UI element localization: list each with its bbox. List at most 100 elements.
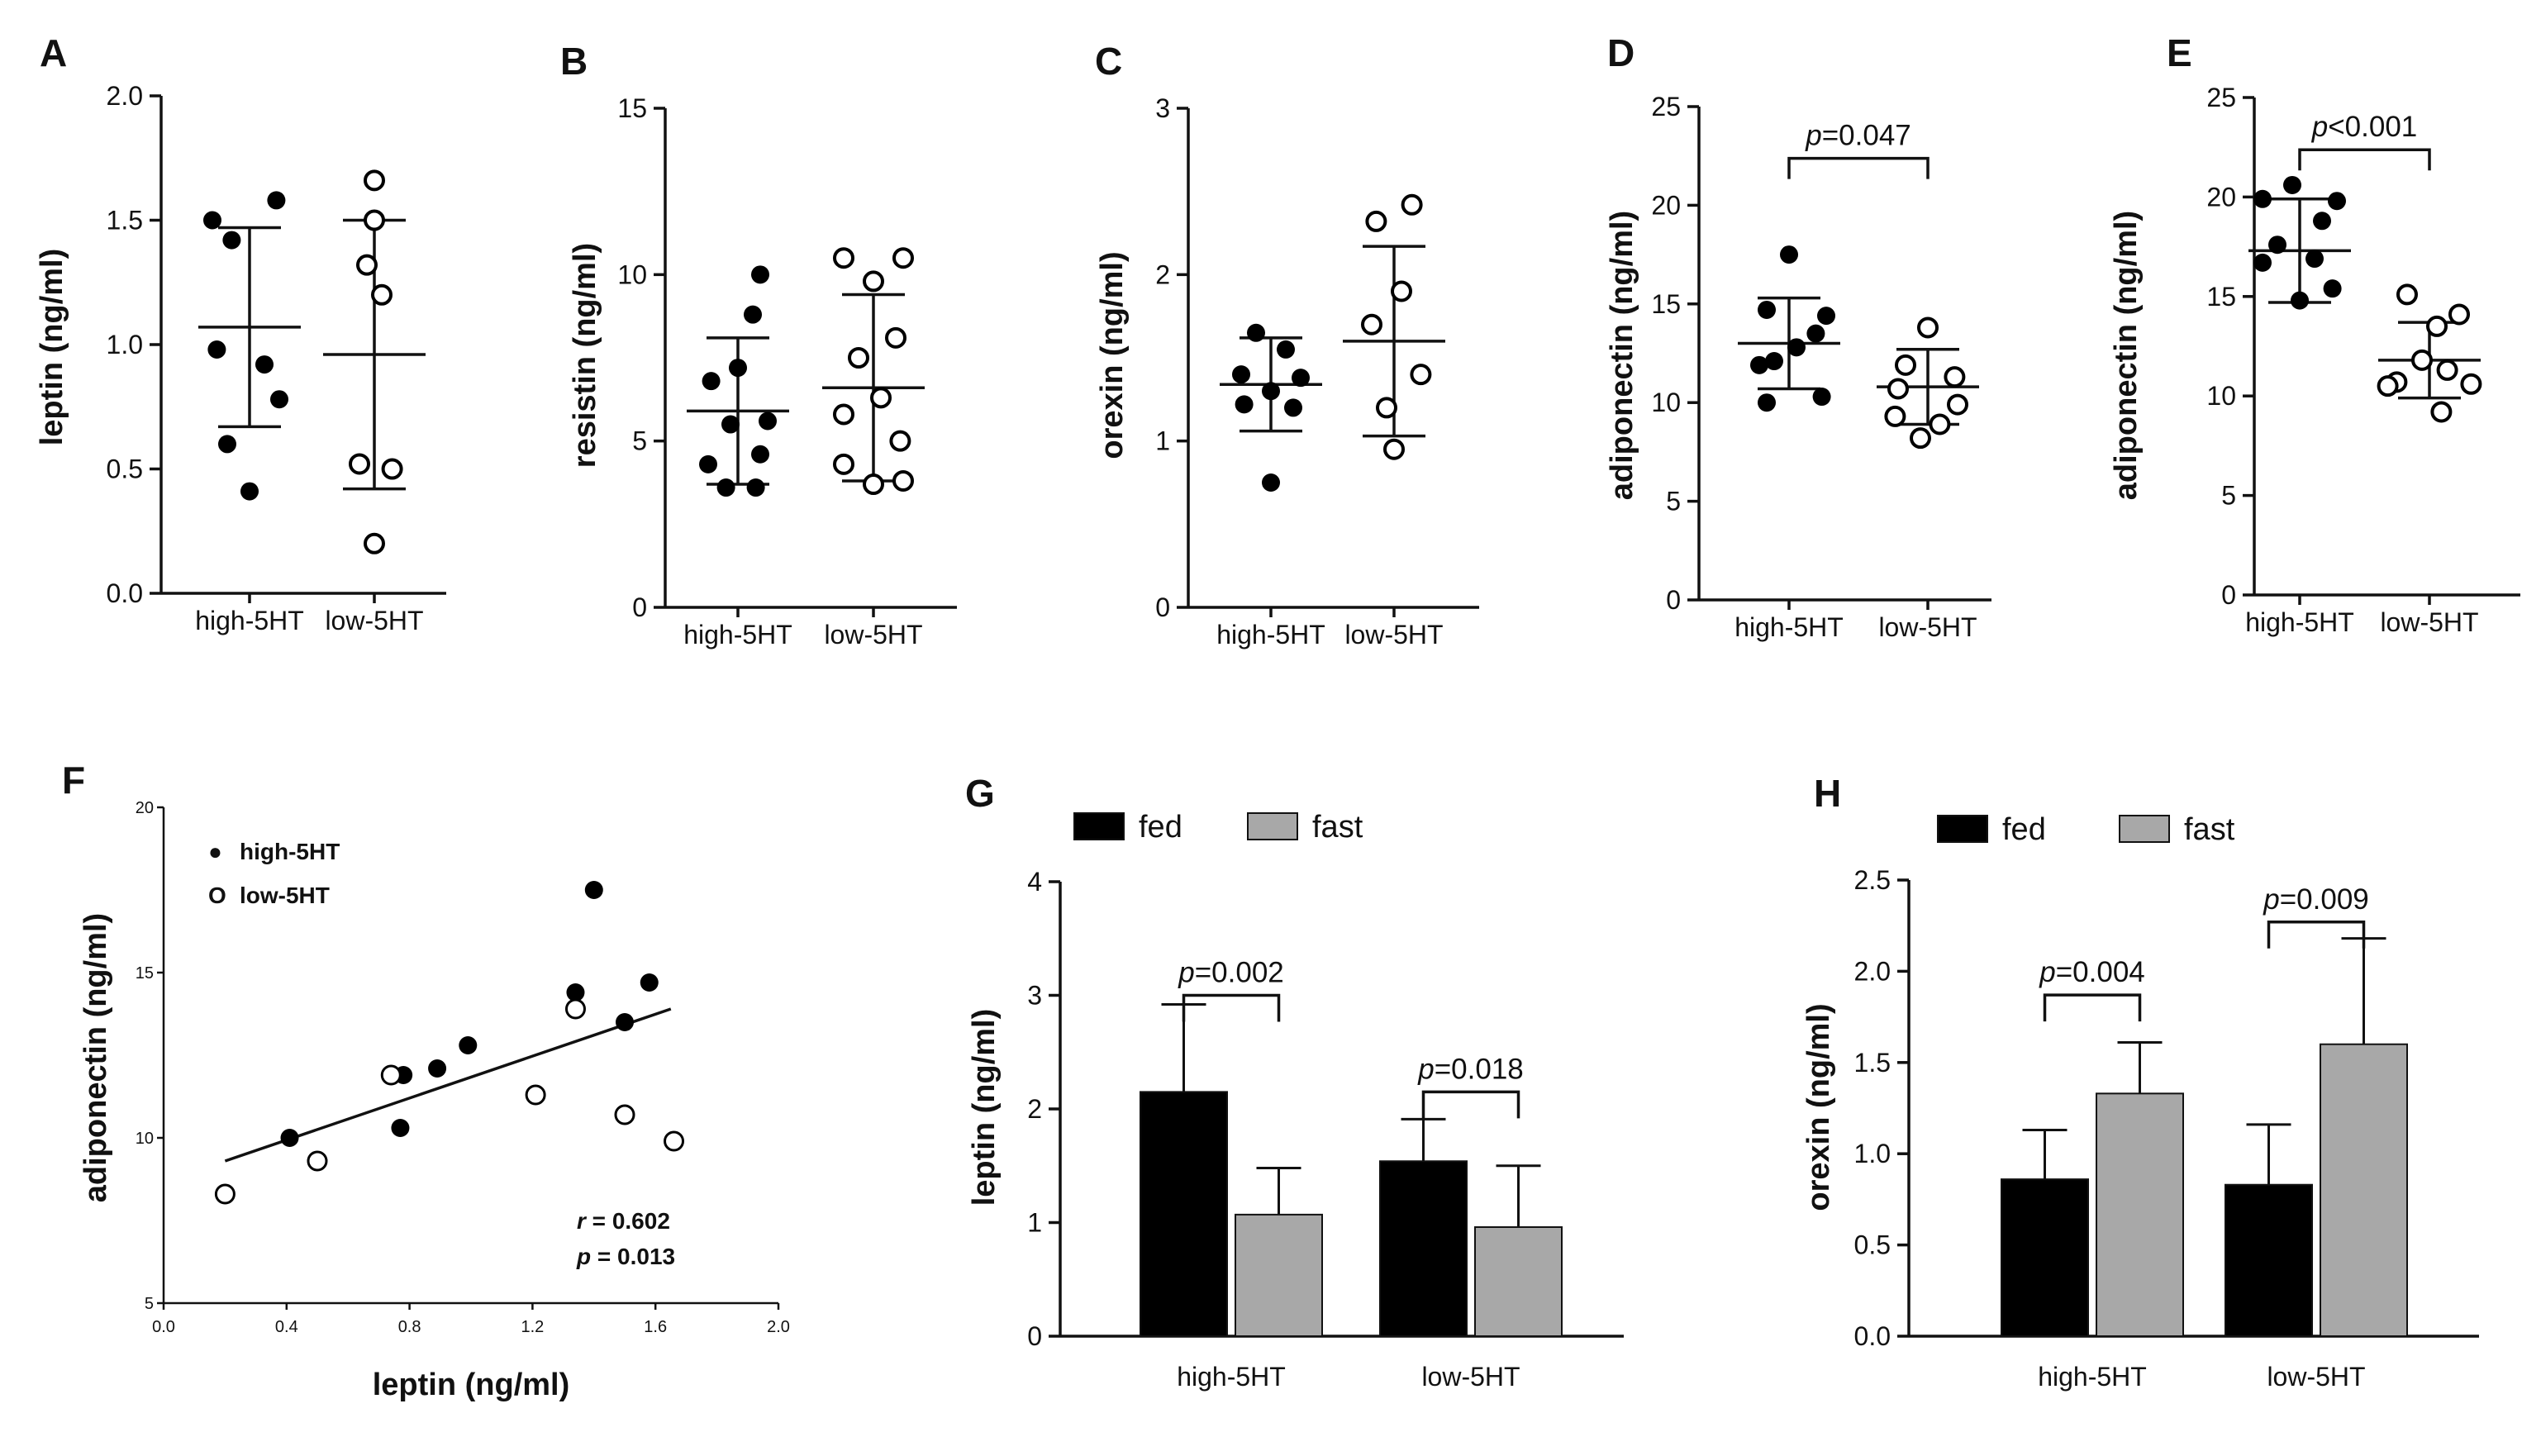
y-tick-label: 1.5 xyxy=(1854,1048,1891,1078)
data-point-open xyxy=(525,1084,546,1106)
y-axis-label: leptin (ng/ml) xyxy=(967,1009,1002,1206)
x-category-label: high-5HT xyxy=(1734,612,1844,642)
data-point-filled xyxy=(2328,192,2346,211)
significance-label: p=0.002 xyxy=(1178,957,1284,989)
panel-c: C 0 1 2 3 high-5HT low-5HT orexin (ng/ml) xyxy=(1095,40,1479,649)
data-point-filled xyxy=(716,478,735,497)
data-point-open xyxy=(380,1064,402,1086)
y-tick-label: 0 xyxy=(1027,1321,1042,1351)
data-point-filled xyxy=(1765,352,1783,371)
significance-label-value: =0.047 xyxy=(1822,120,1911,152)
y-tick-label: 20 xyxy=(2206,182,2236,212)
y-tick-label: 1 xyxy=(1155,426,1170,456)
x-category-label: high-5HT xyxy=(195,606,304,635)
data-point-open xyxy=(371,283,393,306)
data-point-filled xyxy=(1750,355,1768,374)
x-category-label: low-5HT xyxy=(2267,1362,2365,1392)
significance-label-p: p xyxy=(1805,120,1821,152)
y-tick-label: 1.0 xyxy=(107,330,143,359)
data-point-filled xyxy=(203,211,221,230)
significance-label-p: p xyxy=(1417,1053,1434,1085)
data-point-open xyxy=(1929,413,1951,435)
x-category-label: high-5HT xyxy=(2038,1362,2147,1392)
y-tick-label: 1.0 xyxy=(1854,1139,1891,1168)
panel-letter: E xyxy=(2167,31,2192,74)
significance-label-value: <0.001 xyxy=(2328,111,2417,143)
data-point-filled xyxy=(2313,212,2331,231)
panel-a: A 0.0 0.5 1.0 1.5 2.0 high-5HT low-5HT leptin (n… xyxy=(35,31,446,635)
data-point-filled xyxy=(2305,250,2324,269)
data-point-filled xyxy=(566,983,585,1002)
panel-b: B 0 5 10 15 high-5HT low-5HT resistin (ng/ml) xyxy=(560,40,957,649)
y-tick-label: 0 xyxy=(1666,585,1681,615)
data-point-open xyxy=(1361,313,1382,335)
data-point-filled xyxy=(699,454,717,473)
regression-line xyxy=(224,1007,672,1163)
significance-label: p=0.009 xyxy=(2263,883,2369,916)
data-point-open xyxy=(1376,397,1397,419)
x-category-label: high-5HT xyxy=(683,620,792,649)
x-category-label: high-5HT xyxy=(1216,620,1325,649)
data-point-filled xyxy=(280,1129,299,1147)
data-point-filled xyxy=(1292,369,1310,388)
panel-letter: H xyxy=(1814,772,1841,815)
y-axis-label: adiponectin (ng/ml) xyxy=(1605,211,1639,500)
data-point-open xyxy=(349,453,370,475)
legend-label: high-5HT xyxy=(240,839,340,864)
y-tick-label: 2 xyxy=(1027,1094,1042,1124)
y-tick-label: 5 xyxy=(632,426,647,456)
y-tick-label: 20 xyxy=(136,799,154,817)
x-category-label: high-5HT xyxy=(1177,1362,1286,1392)
y-axis-label: orexin (ng/ml) xyxy=(1801,1003,1836,1211)
bar-fast xyxy=(2320,1043,2408,1337)
significance-label-p: p xyxy=(2039,956,2055,988)
data-point-open xyxy=(833,247,854,269)
panel-letter: A xyxy=(40,31,67,74)
data-point-open xyxy=(833,453,854,475)
x-axis-label: leptin (ng/ml) xyxy=(373,1368,570,1402)
data-point-filled xyxy=(270,390,288,409)
legend-label: fed xyxy=(1139,810,1182,845)
data-point-open xyxy=(364,169,385,192)
x-category-label: low-5HT xyxy=(824,620,922,649)
y-tick-label: 1 xyxy=(1027,1208,1042,1238)
panel-d: D 0 5 10 15 20 25 high-5HT low-5HT adiponectin (n… xyxy=(1605,31,1991,642)
data-point-filled xyxy=(751,265,769,284)
y-tick-label: 5 xyxy=(1666,487,1681,516)
data-point-open xyxy=(2460,373,2482,395)
significance-bracket xyxy=(1182,993,1281,1022)
significance-label-value: =0.009 xyxy=(2280,883,2369,916)
significance-bracket xyxy=(1421,1090,1520,1119)
y-tick-label: 15 xyxy=(136,964,154,983)
bar-fed xyxy=(1379,1160,1468,1337)
data-point-open xyxy=(214,1183,236,1205)
significance-label: p=0.018 xyxy=(1417,1053,1524,1085)
data-point-filled xyxy=(1806,324,1825,343)
data-point-filled xyxy=(640,973,659,992)
y-tick-label: 15 xyxy=(1651,289,1681,319)
bar-fast xyxy=(1474,1226,1563,1337)
data-point-filled xyxy=(1780,245,1798,264)
y-tick-label: 10 xyxy=(617,259,647,289)
y-tick-label: 0.0 xyxy=(1854,1321,1891,1351)
bar-fed xyxy=(2001,1178,2089,1338)
data-point-filled xyxy=(1232,365,1250,384)
legend-label: fast xyxy=(1312,810,1363,845)
panel-f: F 5 10 15 20 0.0 0.4 0.8 1.2 1.6 2.0 adiponectin (n… xyxy=(62,759,790,1402)
x-category-label: low-5HT xyxy=(325,606,423,635)
data-point-open xyxy=(892,247,914,269)
panel-letter: F xyxy=(62,759,85,802)
legend-label: low-5HT xyxy=(240,883,330,908)
data-point-open xyxy=(2377,375,2399,397)
stat-p-value: = 0.013 xyxy=(591,1244,675,1269)
data-point-filled xyxy=(2291,291,2309,310)
data-point-open xyxy=(381,458,403,480)
y-tick-label: 20 xyxy=(1651,190,1681,220)
data-point-filled xyxy=(2253,189,2272,208)
y-tick-label: 5 xyxy=(2221,481,2236,511)
data-point-filled xyxy=(222,231,241,250)
x-tick-label: 0.4 xyxy=(275,1318,298,1336)
data-point-filled xyxy=(1787,338,1806,357)
